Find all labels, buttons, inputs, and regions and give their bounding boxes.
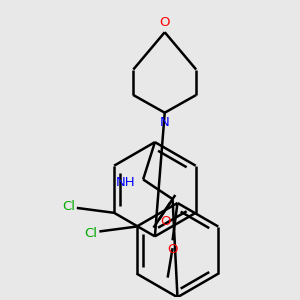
Text: NH: NH <box>116 176 135 189</box>
Text: N: N <box>160 116 169 129</box>
Text: O: O <box>160 16 170 29</box>
Text: O: O <box>160 215 171 228</box>
Text: Cl: Cl <box>62 200 75 213</box>
Text: Cl: Cl <box>84 227 98 240</box>
Text: O: O <box>167 243 178 256</box>
